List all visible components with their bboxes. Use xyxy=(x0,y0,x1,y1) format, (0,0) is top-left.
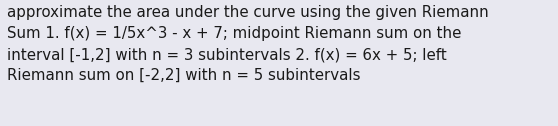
Text: approximate the area under the curve using the given Riemann
Sum 1. f(x) = 1/5x^: approximate the area under the curve usi… xyxy=(7,5,488,83)
